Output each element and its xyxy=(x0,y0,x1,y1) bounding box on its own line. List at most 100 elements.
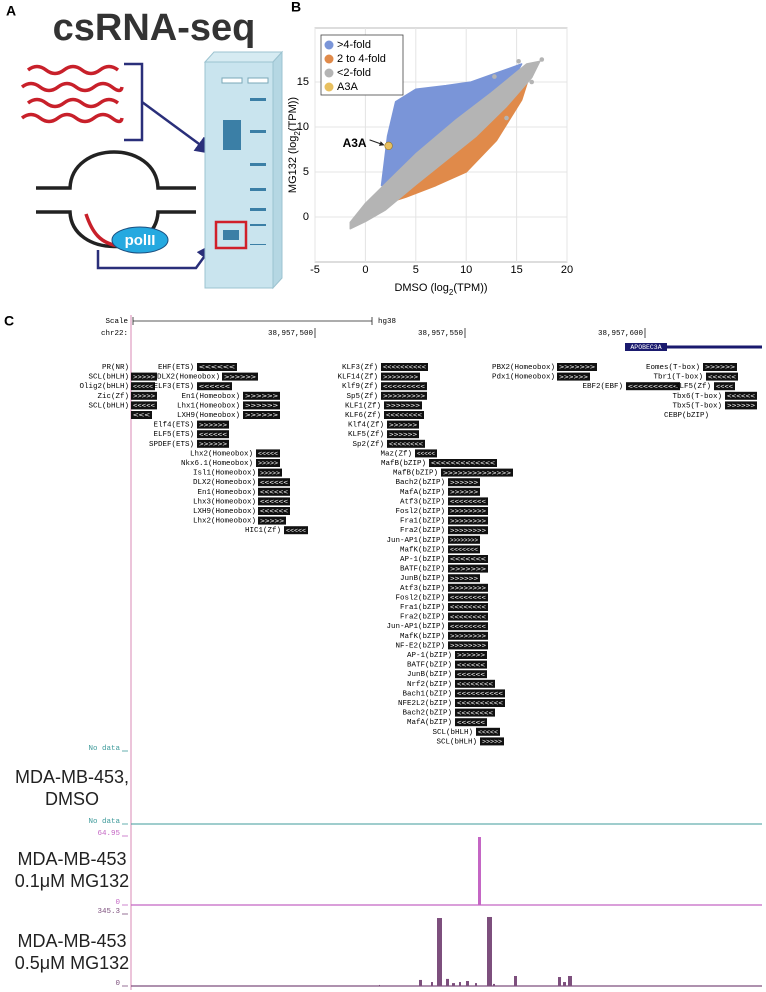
motif-label: Bach2(bZIP) xyxy=(395,479,445,487)
motif-strand: >>>>> xyxy=(260,470,280,477)
bracket xyxy=(124,62,144,142)
motif-strand: >>>>>>>> xyxy=(450,585,486,592)
outlier xyxy=(539,57,545,62)
motif-label: NF-E2(bZIP) xyxy=(395,642,445,650)
motif-label: Fra1(bZIP) xyxy=(400,604,445,612)
signal-bar xyxy=(446,978,449,986)
motif-label: JunB(bZIP) xyxy=(400,575,445,583)
motif-label: Klf4(Zf) xyxy=(348,422,384,430)
motif-strand: >>>>> xyxy=(133,374,155,381)
motif-strand: <<<<< xyxy=(133,403,155,410)
highlight-point xyxy=(384,141,393,150)
motif-strand: <<<<<< xyxy=(260,479,288,486)
rna-waves xyxy=(20,64,124,124)
legend-swatch xyxy=(324,54,334,64)
motif-label: KLF5(Zf) xyxy=(348,431,384,439)
polymerase xyxy=(111,226,169,254)
motif-label: Lhx2(Homeobox) xyxy=(193,518,256,526)
dna xyxy=(36,150,196,249)
motif-strand: <<<<<< xyxy=(260,489,288,496)
motif-label: BATF(bZIP) xyxy=(407,662,452,670)
motif-box xyxy=(703,363,737,371)
gene-name: APOBEC3A xyxy=(630,344,661,351)
motif-label: Jun-AP1(bZIP) xyxy=(386,623,445,631)
motif-box xyxy=(455,651,487,659)
y-label: MG132 (log2(TPM)) xyxy=(287,97,302,193)
signal-bar xyxy=(487,916,492,986)
motif-box xyxy=(448,478,480,487)
gene-box xyxy=(625,343,667,351)
panel-label: A xyxy=(6,3,16,19)
motif-strand: <<<<<< xyxy=(708,374,736,381)
motif-strand: <<<<<<<< xyxy=(450,595,486,602)
motif-box xyxy=(256,449,280,458)
motif-strand: <<<<<<<< xyxy=(389,441,423,448)
y-tick-label: 10 xyxy=(297,121,309,133)
annotation-arrow xyxy=(369,139,385,146)
motif-box xyxy=(725,391,757,400)
y-tick-label: 15 xyxy=(297,76,309,88)
annotation: A3A xyxy=(343,136,367,150)
motif-box xyxy=(557,363,597,371)
motif-label: EBF2(EBF) xyxy=(582,383,623,391)
motif-label: KLF14(Zf) xyxy=(337,374,378,382)
motif-box xyxy=(415,449,437,458)
x-tick-label: 0 xyxy=(362,264,368,276)
motif-box xyxy=(448,603,488,611)
motif-label: JunB(bZIP) xyxy=(407,671,452,679)
motif-strand: <<<<<<<< xyxy=(450,614,486,621)
motif-box xyxy=(476,727,500,736)
motif-label: Lhx3(Homeobox) xyxy=(193,498,256,506)
motif-label: SCL(bHLH) xyxy=(436,738,477,746)
signal-bar xyxy=(514,975,517,986)
motif-label: Jun-AP1(bZIP) xyxy=(386,537,445,545)
signal-bar xyxy=(437,918,442,986)
motif-strand: <<<<<<< xyxy=(450,556,486,563)
cloud-mid xyxy=(349,60,541,230)
x-tick-label: 10 xyxy=(460,264,472,276)
motif-label: DLX2(Homeobox) xyxy=(193,479,256,487)
motif-box xyxy=(243,411,280,419)
motif-strand: <<<<< xyxy=(417,451,435,458)
motif-box xyxy=(381,372,420,381)
motif-box xyxy=(448,641,488,650)
motif-strand: >>>>> xyxy=(258,460,278,467)
motif-label: Fra2(bZIP) xyxy=(400,527,445,535)
motif-label: PBX2(Homeobox) xyxy=(492,364,555,372)
motif-strand: >>>>>> xyxy=(450,479,478,486)
motif-label: HIC1(Zf) xyxy=(245,527,281,535)
chrom: chr22: xyxy=(101,330,128,338)
motif-box xyxy=(131,401,157,410)
motif-strand: >>>>>>>> xyxy=(450,537,478,544)
motif-label: Bach2(bZIP) xyxy=(402,710,452,718)
motif-box xyxy=(448,507,488,515)
no-data: No data xyxy=(88,745,120,753)
position: 38,957,500 xyxy=(268,330,314,338)
motif-strand: <<<<<<<<<<<<< xyxy=(431,460,495,467)
motif-label: DLX2(Homeobox) xyxy=(157,374,220,382)
motif-label: Atf3(bZIP) xyxy=(400,585,445,593)
motif-strand: <<<<<<<<<< xyxy=(457,691,503,698)
motif-label: MafB(bZIP) xyxy=(381,460,426,468)
motif-strand: >>>>>> xyxy=(389,422,417,429)
label-part: MG132 (log xyxy=(287,136,299,193)
motif-box xyxy=(725,401,757,410)
motif-label: Klf9(Zf) xyxy=(342,383,378,391)
label-part: 2 xyxy=(449,288,454,297)
motif-strand: <<<<<<<<< xyxy=(383,383,425,390)
outlier xyxy=(504,115,509,121)
motif-label: KLF3(Zf) xyxy=(342,364,378,372)
signal-bar xyxy=(493,983,495,986)
motif-box xyxy=(448,535,480,544)
motif-box xyxy=(429,459,497,467)
motif-label: Zic(Zf) xyxy=(97,393,129,401)
legend-swatch xyxy=(324,68,334,78)
motif-box xyxy=(131,372,157,381)
motif-label: Tbx5(T-box) xyxy=(672,402,722,410)
position: 38,957,550 xyxy=(418,330,464,338)
legend-label: >4-fold xyxy=(337,39,371,51)
position: 38,957,600 xyxy=(598,330,644,338)
motif-label: Isl1(Homeobox) xyxy=(193,470,256,478)
motif-label: Sp5(Zf) xyxy=(346,393,378,401)
